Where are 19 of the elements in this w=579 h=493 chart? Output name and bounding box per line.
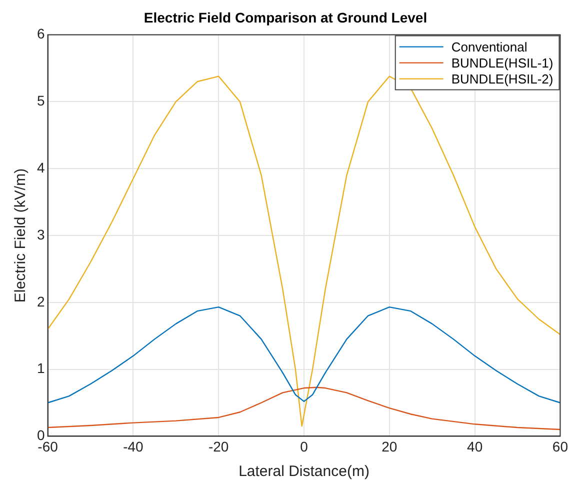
legend-label: Conventional (451, 39, 528, 54)
y-tick-label: 1 (36, 360, 45, 376)
legend-label: BUNDLE(HSIL-1) (451, 55, 554, 70)
y-axis-title: Electric Field (kV/m) (12, 168, 30, 303)
legend-label: BUNDLE(HSIL-2) (451, 71, 554, 86)
y-tick-label: 5 (36, 92, 45, 109)
x-tick-label: -40 (123, 438, 144, 454)
y-tick-label: 0 (36, 427, 45, 444)
x-tick-label: 40 (467, 438, 483, 454)
y-tick-label: 4 (36, 159, 45, 176)
y-tick-label: 3 (36, 226, 45, 242)
x-tick-label: 20 (382, 438, 398, 454)
x-tick-label: -20 (208, 438, 229, 454)
x-axis-title: Lateral Distance(m) (238, 463, 370, 480)
y-tick-label: 6 (36, 26, 45, 42)
x-tick-label: 60 (552, 438, 568, 454)
x-tick-label: 0 (300, 438, 308, 454)
chart-title: Electric Field Comparison at Ground Level (144, 9, 428, 26)
y-tick-label: 2 (36, 293, 45, 310)
